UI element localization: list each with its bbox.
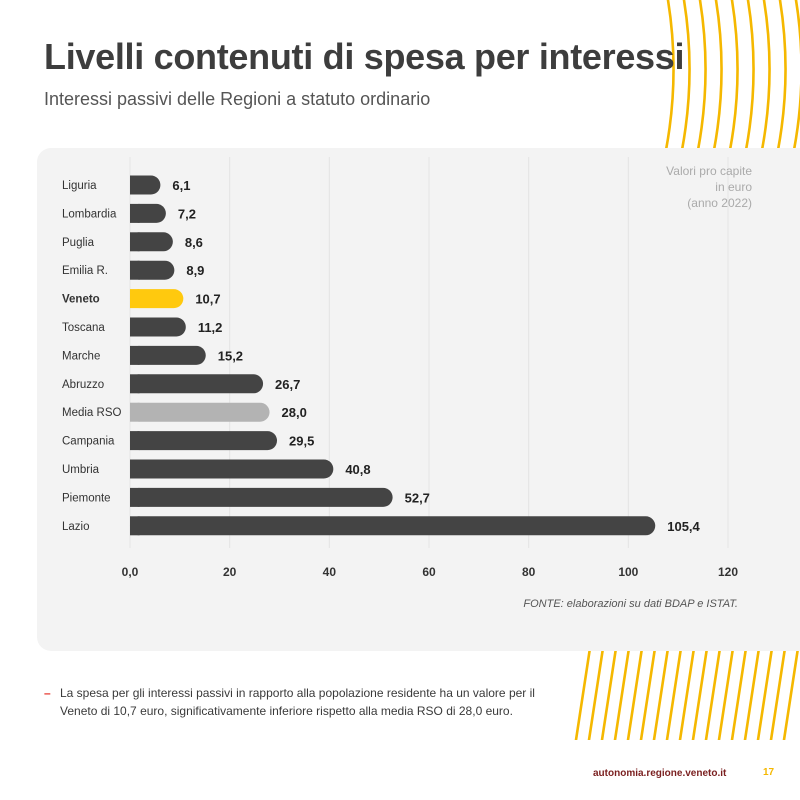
category-label: Liguria bbox=[62, 180, 97, 192]
category-label: Marche bbox=[62, 350, 100, 362]
category-label: Emilia R. bbox=[62, 265, 108, 277]
chart-source: FONTE: elaborazioni su dati BDAP e ISTAT… bbox=[523, 598, 738, 610]
data-label: 11,2 bbox=[198, 320, 223, 335]
x-tick-label: 0,0 bbox=[122, 565, 139, 579]
data-label: 28,0 bbox=[282, 405, 307, 420]
chart-panel bbox=[37, 148, 800, 651]
bar bbox=[130, 317, 186, 337]
bar bbox=[130, 459, 334, 479]
bar-left-edge bbox=[130, 203, 140, 223]
data-label: 15,2 bbox=[218, 348, 243, 363]
category-label: Lombardia bbox=[62, 208, 117, 220]
category-label: Campania bbox=[62, 436, 115, 448]
bar bbox=[130, 431, 278, 451]
bar bbox=[130, 487, 393, 507]
data-label: 8,9 bbox=[186, 263, 204, 278]
bar-left-edge bbox=[130, 260, 140, 280]
bar bbox=[130, 345, 206, 365]
page-title: Livelli contenuti di spesa per interessi bbox=[44, 36, 685, 77]
bar-left-edge bbox=[130, 374, 140, 394]
category-label: Veneto bbox=[62, 294, 100, 306]
bar bbox=[130, 516, 656, 536]
bar bbox=[130, 260, 175, 280]
x-tick-label: 120 bbox=[718, 565, 738, 579]
category-label: Lazio bbox=[62, 521, 90, 533]
category-label: Media RSO bbox=[62, 407, 121, 419]
data-label: 26,7 bbox=[275, 377, 300, 392]
x-tick-label: 100 bbox=[618, 565, 638, 579]
data-label: 7,2 bbox=[178, 206, 196, 221]
bar-left-edge bbox=[130, 459, 140, 479]
data-label: 8,6 bbox=[185, 235, 203, 250]
commentary-text: La spesa per gli interessi passivi in ra… bbox=[60, 686, 535, 718]
bar-left-edge bbox=[130, 175, 140, 195]
chart-note-line-1: Valori pro capite bbox=[666, 164, 752, 178]
category-label: Umbria bbox=[62, 464, 100, 476]
chart-note-line-3: (anno 2022) bbox=[687, 196, 752, 210]
data-label: 6,1 bbox=[172, 178, 190, 193]
bar-left-edge bbox=[130, 431, 140, 451]
bar-left-edge bbox=[130, 402, 140, 422]
x-tick-label: 80 bbox=[522, 565, 536, 579]
bar bbox=[130, 289, 184, 309]
footer-url[interactable]: autonomia.regione.veneto.it bbox=[593, 768, 727, 779]
x-tick-label: 20 bbox=[223, 565, 237, 579]
bar bbox=[130, 232, 173, 252]
bar-left-edge bbox=[130, 345, 140, 365]
bar-left-edge bbox=[130, 232, 140, 252]
decorative-stripes-bottom bbox=[574, 648, 800, 740]
category-label: Piemonte bbox=[62, 492, 111, 504]
data-label: 29,5 bbox=[289, 434, 314, 449]
data-label: 10,7 bbox=[195, 292, 220, 307]
data-label: 105,4 bbox=[667, 519, 700, 534]
chart-note-line-2: in euro bbox=[715, 180, 752, 194]
page-subtitle: Interessi passivi delle Regioni a statut… bbox=[44, 89, 431, 109]
x-tick-label: 60 bbox=[422, 565, 436, 579]
commentary: – La spesa per gli interessi passivi in … bbox=[44, 684, 564, 720]
bar-left-edge bbox=[130, 317, 140, 337]
data-label: 52,7 bbox=[405, 490, 430, 505]
decorative-stripes-top bbox=[664, 0, 800, 150]
x-tick-label: 40 bbox=[323, 565, 337, 579]
bar bbox=[130, 374, 264, 394]
category-label: Toscana bbox=[62, 322, 105, 334]
category-label: Abruzzo bbox=[62, 379, 104, 391]
page-number: 17 bbox=[763, 767, 775, 778]
bar-left-edge bbox=[130, 289, 140, 309]
category-label: Puglia bbox=[62, 237, 95, 249]
chart-note: Valori pro capite in euro (anno 2022) bbox=[666, 163, 752, 211]
bar bbox=[130, 402, 270, 422]
data-label: 40,8 bbox=[345, 462, 370, 477]
bar-left-edge bbox=[130, 487, 140, 507]
bullet-dash: – bbox=[44, 686, 51, 700]
bar-left-edge bbox=[130, 516, 140, 536]
